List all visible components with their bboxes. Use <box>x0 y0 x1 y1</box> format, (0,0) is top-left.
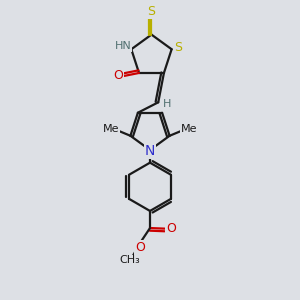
Text: N: N <box>145 144 155 158</box>
Text: O: O <box>113 69 123 82</box>
Text: S: S <box>174 41 182 54</box>
Text: HN: HN <box>115 41 131 51</box>
Text: CH₃: CH₃ <box>119 255 140 266</box>
Text: Me: Me <box>103 124 119 134</box>
Text: S: S <box>148 4 155 18</box>
Text: O: O <box>166 222 176 235</box>
Text: H: H <box>163 99 171 109</box>
Text: Me: Me <box>181 124 197 134</box>
Text: O: O <box>135 241 145 254</box>
